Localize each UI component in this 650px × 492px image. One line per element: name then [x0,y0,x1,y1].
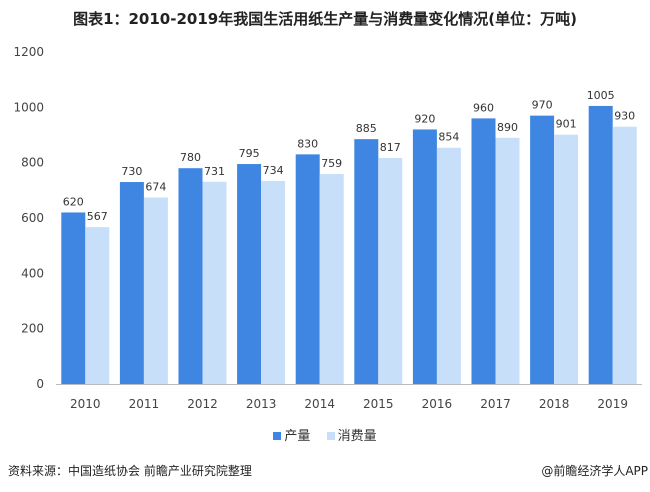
x-tick-label: 2017 [480,397,511,411]
y-tick-label: 800 [21,156,44,170]
legend-label: 产量 [284,429,311,444]
data-label: 854 [438,131,459,144]
data-label: 731 [204,165,225,178]
legend-label: 消费量 [337,429,377,444]
bar-consumption [85,227,110,384]
bar-production [119,182,144,384]
data-label: 674 [145,181,166,194]
bar-production [354,139,379,384]
legend-swatch [326,432,335,440]
data-label: 930 [614,110,635,123]
x-tick-label: 2013 [246,397,277,411]
bar-consumption [554,134,579,384]
data-label: 567 [87,210,108,223]
bar-production [412,129,437,384]
legend: 产量 消费量 [0,425,650,444]
bar-consumption [378,157,403,384]
data-label: 1005 [587,89,615,102]
bar-consumption [202,181,227,384]
x-tick-label: 2015 [363,397,394,411]
data-label: 960 [473,101,494,114]
bar-production [471,118,496,385]
data-label: 780 [180,151,201,164]
data-label: 920 [414,112,435,125]
legend-swatch [273,432,282,440]
x-tick-label: 2019 [597,397,628,411]
data-label: 885 [356,122,377,135]
chart-title: 图表1：2010-2019年我国生活用纸生产量与消费量变化情况(单位：万吨) [73,10,577,28]
y-tick-label: 1000 [13,100,44,114]
bar-production [530,115,555,384]
bar-production [588,105,613,384]
bar-production [295,154,320,384]
y-tick-label: 1200 [13,45,44,59]
x-tick-label: 2014 [304,397,335,411]
bar-consumption [261,180,286,384]
data-label: 795 [239,147,260,160]
data-label: 901 [556,118,577,131]
y-tick-label: 400 [21,266,44,280]
credit: @前瞻经济学人APP [541,464,648,478]
bar-consumption [143,197,168,384]
bar-consumption [612,126,637,384]
source-note: 资料来源：中国造纸协会 前瞻产业研究院整理 [8,464,252,478]
bar-production [61,212,86,384]
bar-production [237,164,262,384]
bar-consumption [495,137,520,384]
data-label: 817 [380,141,401,154]
y-tick-label: 0 [36,377,44,391]
data-label: 734 [263,164,284,177]
data-label: 620 [63,195,84,208]
bar-consumption [436,147,461,384]
x-tick-label: 2011 [129,397,160,411]
data-label: 970 [532,99,553,112]
legend-item-production: 产量 [273,429,310,444]
x-tick-label: 2016 [422,397,453,411]
bar-consumption [319,174,344,384]
x-tick-label: 2010 [70,397,101,411]
data-label: 830 [297,137,318,150]
bar-production [178,168,203,384]
y-tick-label: 200 [21,322,44,336]
y-tick-label: 600 [21,211,44,225]
data-label: 890 [497,121,518,134]
data-label: 759 [321,157,342,170]
x-tick-label: 2012 [187,397,218,411]
legend-item-consumption: 消费量 [326,429,377,444]
x-tick-label: 2018 [539,397,570,411]
data-label: 730 [121,165,142,178]
